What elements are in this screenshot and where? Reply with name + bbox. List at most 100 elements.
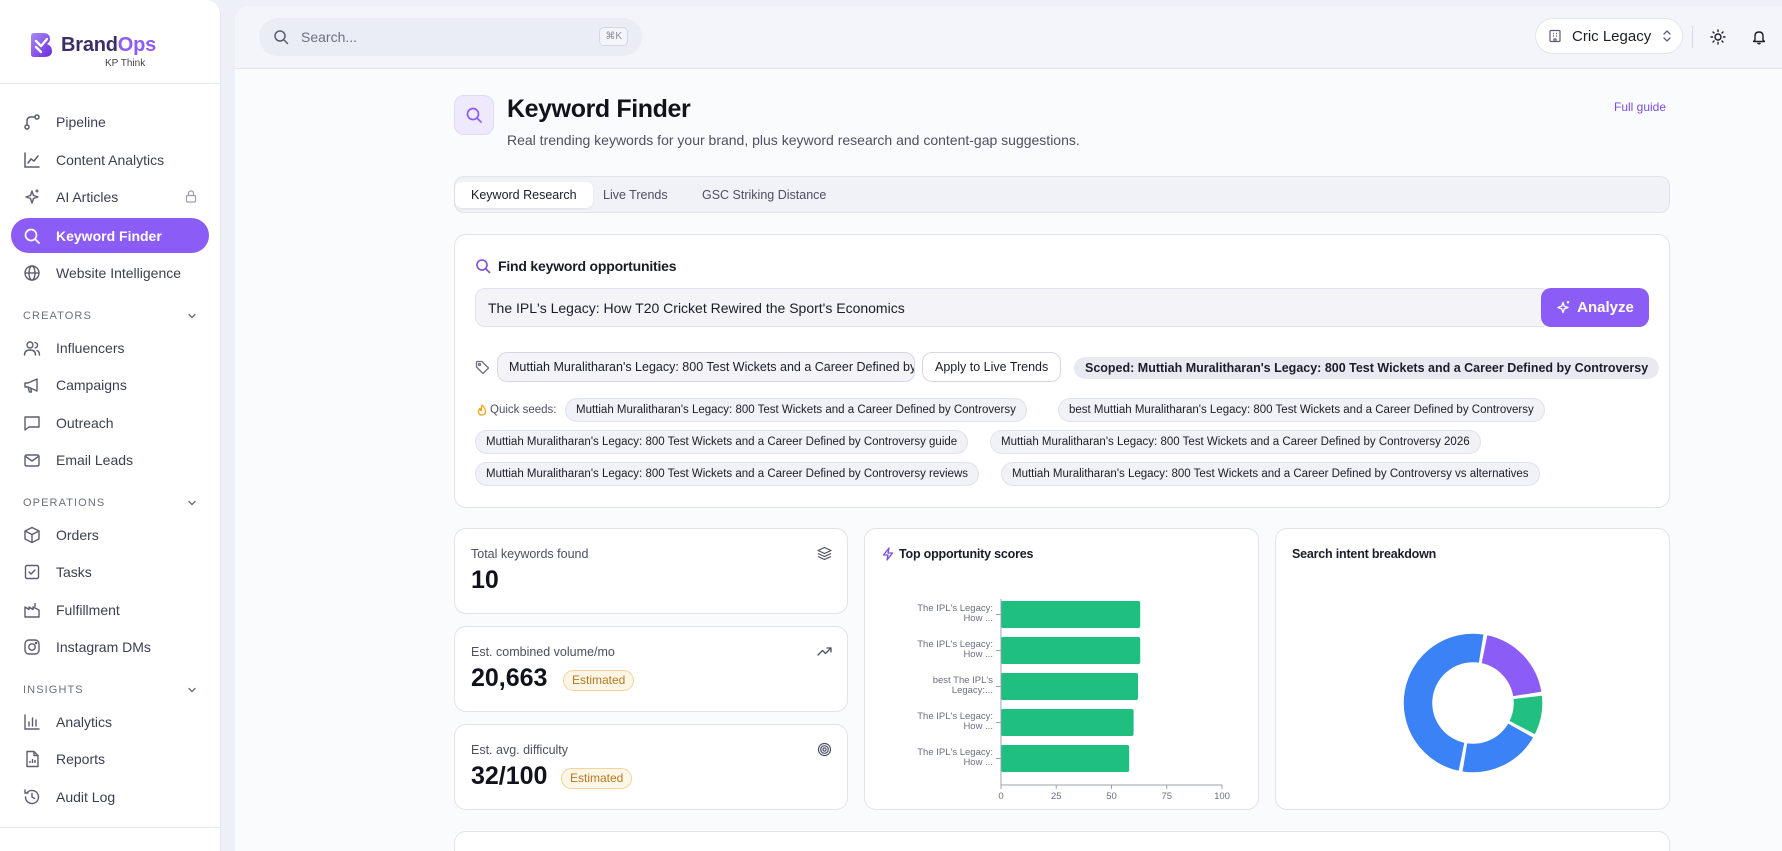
category-tick-label: How ...: [963, 721, 993, 732]
target-icon: [817, 742, 832, 757]
sidebar-item-pipeline[interactable]: Pipeline: [11, 104, 209, 139]
quick-seed-chip[interactable]: Muttiah Muralitharan's Legacy: 800 Test …: [475, 430, 969, 454]
search-input[interactable]: Search...: [301, 29, 358, 45]
quick-seed-chip[interactable]: best Muttiah Muralitharan's Legacy: 800 …: [1058, 398, 1545, 422]
sidebar-item-orders[interactable]: Orders: [11, 517, 209, 552]
pipeline-icon: [24, 113, 40, 130]
analyze-button[interactable]: Analyze: [1541, 288, 1649, 327]
chart-title: Search intent breakdown: [1292, 547, 1437, 561]
sidebar-item-label: Email Leads: [56, 451, 134, 468]
sidebar-item-campaigns[interactable]: Campaigns: [11, 367, 209, 402]
quick-seed-chip[interactable]: Muttiah Muralitharan's Legacy: 800 Test …: [565, 398, 1027, 422]
page-subtitle: Real trending keywords for your brand, p…: [507, 132, 1080, 148]
donut-slice[interactable]: [1460, 721, 1536, 774]
lightning-icon: [882, 547, 894, 561]
category-tick-label: best The IPL's: [933, 675, 994, 686]
quick-seeds-text: Quick seeds:: [490, 404, 557, 416]
chart-heading: Top opportunity scores: [881, 547, 1033, 561]
search-icon: [476, 259, 491, 274]
theme-toggle-button[interactable]: [1702, 21, 1734, 53]
sidebar-item-audit-log[interactable]: Audit Log: [11, 779, 209, 814]
sidebar-item-label: Tasks: [56, 563, 92, 580]
sidebar-item-email-leads[interactable]: Email Leads: [11, 442, 209, 477]
topbar: Search... ⌘K Cric Legacy: [235, 6, 1782, 69]
workspace-name: Cric Legacy: [1572, 27, 1652, 45]
analyze-label: Analyze: [1577, 299, 1634, 316]
sidebar-item-outreach[interactable]: Outreach: [11, 405, 209, 440]
sparkles-icon: [25, 189, 39, 204]
section-header-creators[interactable]: CREATORS: [23, 310, 198, 322]
find-opportunities-card: Find keyword opportunities The IPL's Leg…: [454, 234, 1670, 508]
tab-keyword-research[interactable]: Keyword Research: [455, 182, 593, 208]
stat-card-avg-difficulty: Est. avg. difficulty 32/100 Estimated: [454, 724, 848, 810]
megaphone-icon: [24, 377, 38, 393]
sidebar: BrandOps KP Think Pipeline Content Analy…: [0, 0, 221, 851]
donut-slice[interactable]: [1479, 633, 1544, 698]
donut-slice[interactable]: [1507, 694, 1544, 737]
sidebar-item-tasks[interactable]: Tasks: [11, 554, 209, 589]
message-icon: [24, 415, 40, 431]
bar-chart-icon: [24, 713, 40, 730]
sidebar-item-influencers[interactable]: Influencers: [11, 330, 209, 365]
stat-card-total-keywords: Total keywords found 10: [454, 528, 848, 614]
bar-mark[interactable]: [1001, 745, 1130, 772]
full-guide-link[interactable]: Full guide: [1614, 100, 1667, 114]
workspace-switcher[interactable]: Cric Legacy: [1535, 18, 1683, 54]
brand-name-part-1: Brand: [61, 34, 118, 56]
topbar-divider: [1692, 26, 1693, 48]
quick-seed-chip[interactable]: Muttiah Muralitharan's Legacy: 800 Test …: [990, 430, 1481, 454]
bar-mark[interactable]: [1001, 601, 1141, 628]
next-section-card: [454, 831, 1670, 851]
report-icon: [26, 750, 39, 767]
bar-mark[interactable]: [1001, 673, 1139, 700]
global-search[interactable]: Search... ⌘K: [259, 18, 642, 56]
sidebar-item-website-intelligence[interactable]: Website Intelligence: [11, 255, 209, 290]
sidebar-item-instagram-dms[interactable]: Instagram DMs: [11, 629, 209, 664]
keyword-query-input[interactable]: The IPL's Legacy: How T20 Cricket Rewire…: [475, 288, 1551, 327]
sidebar-item-analytics[interactable]: Analytics: [11, 704, 209, 739]
tab-gsc-striking-distance[interactable]: GSC Striking Distance: [702, 188, 827, 202]
search-icon: [466, 107, 482, 123]
category-tick-label: The IPL's Legacy:: [917, 747, 993, 758]
quick-seed-chip[interactable]: Muttiah Muralitharan's Legacy: 800 Test …: [475, 462, 980, 486]
sidebar-item-fulfillment[interactable]: Fulfillment: [11, 592, 209, 627]
history-icon: [24, 788, 40, 804]
sidebar-item-ai-articles[interactable]: AI Articles: [11, 179, 209, 214]
brand-logo-icon[interactable]: [28, 32, 54, 58]
apply-to-live-trends-button[interactable]: Apply to Live Trends: [922, 352, 1062, 382]
quick-seed-chip[interactable]: Muttiah Muralitharan's Legacy: 800 Test …: [1001, 462, 1540, 486]
tab-live-trends[interactable]: Live Trends: [603, 188, 668, 202]
globe-icon: [24, 264, 40, 281]
trending-up-icon: [817, 647, 832, 656]
chart-title: Top opportunity scores: [899, 547, 1034, 561]
sidebar-item-label: Audit Log: [56, 788, 116, 805]
sidebar-item-label: Pipeline: [56, 113, 106, 130]
bar-mark[interactable]: [1001, 637, 1141, 664]
section-title: OPERATIONS: [23, 497, 106, 509]
sun-icon: [1710, 29, 1726, 45]
stat-label: Total keywords found: [471, 547, 589, 561]
sidebar-item-content-analytics[interactable]: Content Analytics: [11, 142, 209, 177]
sparkles-icon: [1557, 301, 1570, 314]
chevron-down-icon: [188, 500, 196, 506]
sidebar-item-label: Campaigns: [56, 376, 127, 393]
sidebar-item-label: AI Articles: [56, 188, 119, 205]
fulfillment-icon: [24, 602, 40, 618]
bell-icon: [1752, 31, 1766, 45]
sidebar-item-label: Outreach: [56, 414, 114, 431]
checkbox-icon: [24, 564, 40, 579]
users-icon: [23, 340, 41, 356]
page-title-badge: [454, 95, 494, 135]
stat-value: 32/100: [471, 762, 548, 790]
x-tick-label: 50: [1106, 791, 1117, 802]
sidebar-item-keyword-finder[interactable]: Keyword Finder: [11, 218, 209, 253]
scope-input[interactable]: Muttiah Muralitharan's Legacy: 800 Test …: [497, 352, 915, 382]
notifications-button[interactable]: [1743, 21, 1775, 53]
bar-mark[interactable]: [1001, 709, 1134, 736]
section-header-insights[interactable]: INSIGHTS: [23, 684, 198, 696]
category-tick-label: How ...: [963, 757, 993, 768]
sidebar-item-reports[interactable]: Reports: [11, 741, 209, 776]
section-header-operations[interactable]: OPERATIONS: [23, 497, 198, 509]
sidebar-item-label: Instagram DMs: [56, 638, 151, 655]
donut-slice[interactable]: [1402, 632, 1486, 773]
